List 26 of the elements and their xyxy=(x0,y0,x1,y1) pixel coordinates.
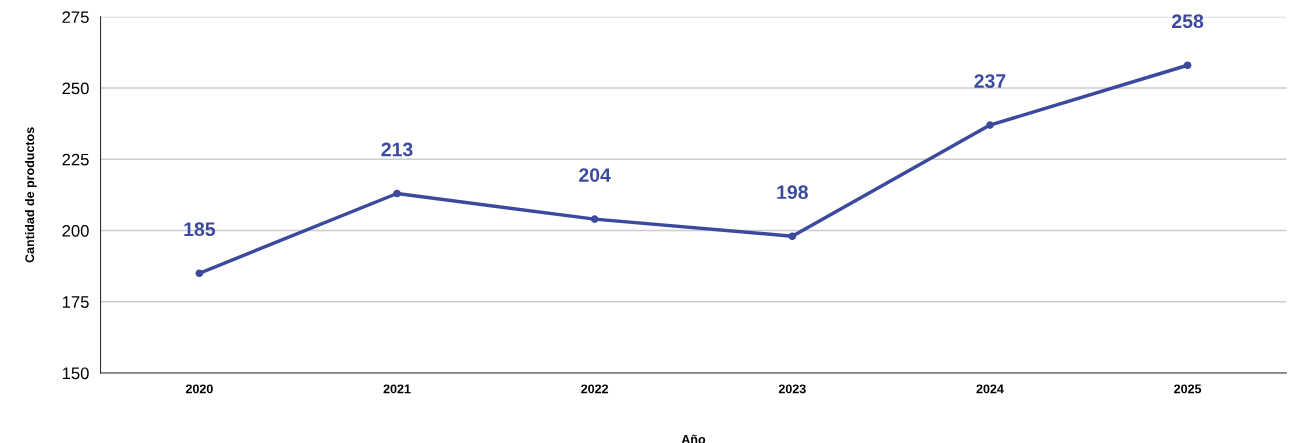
y-axis-title: Cantidad de productos xyxy=(24,127,37,263)
data-label: 204 xyxy=(579,168,611,182)
point xyxy=(1183,61,1192,70)
data-label: 237 xyxy=(974,74,1006,88)
data-label: 185 xyxy=(184,222,216,237)
point xyxy=(195,269,204,278)
point xyxy=(986,121,994,129)
y-tick-label: 200 xyxy=(62,224,89,237)
point xyxy=(393,189,401,198)
y-tick-label: 250 xyxy=(62,82,89,95)
data-label: 198 xyxy=(777,185,808,200)
point xyxy=(788,232,797,241)
x-tick-label: 2024 xyxy=(976,384,1004,394)
x-axis-title: Año xyxy=(681,434,706,443)
y-tick-label: 150 xyxy=(62,367,89,380)
x-tick-label: 2022 xyxy=(581,384,609,394)
y-tick-label: 225 xyxy=(62,153,89,166)
x-tick-label: 2023 xyxy=(778,384,806,394)
x-tick-label: 2020 xyxy=(185,384,213,394)
y-tick-label: 275 xyxy=(62,11,89,24)
x-tick-label: 2025 xyxy=(1174,384,1202,394)
data-label: 258 xyxy=(1172,14,1204,29)
point xyxy=(590,215,599,223)
x-tick-label: 2021 xyxy=(383,384,411,394)
data-label: 213 xyxy=(381,142,413,157)
y-tick-label: 175 xyxy=(62,296,89,308)
